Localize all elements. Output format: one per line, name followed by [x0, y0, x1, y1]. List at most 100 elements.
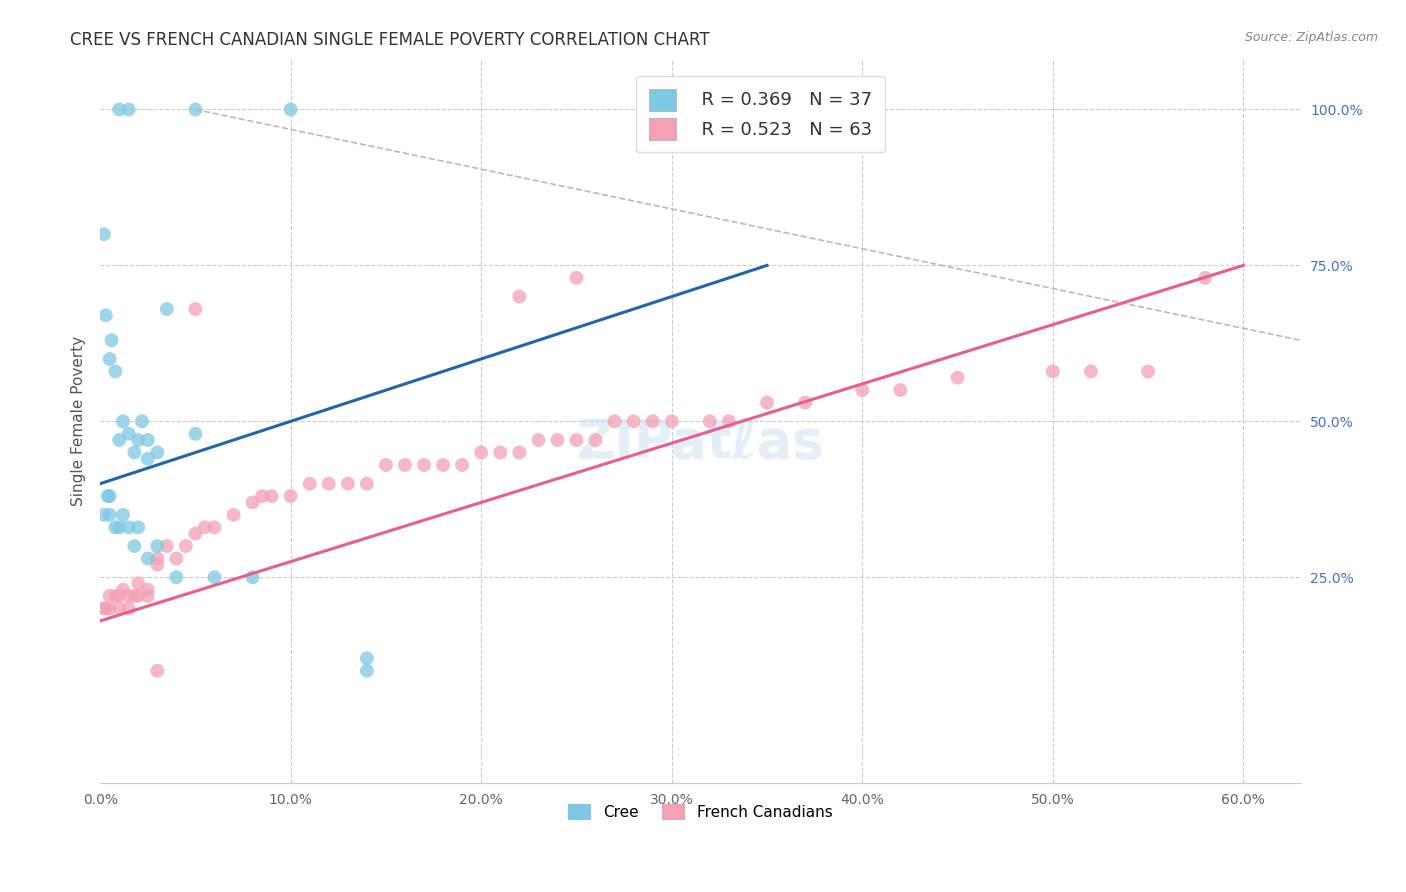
Point [242, 495, 264, 509]
Point [111, 508, 134, 522]
Point [184, 426, 207, 441]
Point [565, 433, 588, 447]
Point [136, 589, 159, 603]
Point [124, 589, 146, 603]
Point [451, 458, 474, 472]
Point [280, 103, 302, 117]
Point [136, 551, 159, 566]
Point [374, 458, 396, 472]
Point [508, 289, 530, 303]
Point [641, 414, 664, 428]
Point [851, 383, 873, 397]
Point [146, 551, 169, 566]
Point [146, 664, 169, 678]
Y-axis label: Single Female Poverty: Single Female Poverty [72, 336, 86, 507]
Point [165, 551, 187, 566]
Point [94, 601, 117, 615]
Point [111, 414, 134, 428]
Text: CREE VS FRENCH CANADIAN SINGLE FEMALE POVERTY CORRELATION CHART: CREE VS FRENCH CANADIAN SINGLE FEMALE PO… [70, 31, 710, 49]
Point [118, 589, 141, 603]
Point [1194, 271, 1216, 285]
Point [136, 451, 159, 466]
Point [108, 520, 131, 534]
Point [118, 601, 141, 615]
Point [260, 489, 283, 503]
Point [280, 489, 302, 503]
Legend: Cree, French Canadians: Cree, French Canadians [562, 797, 839, 826]
Point [889, 383, 911, 397]
Point [156, 301, 179, 316]
Point [204, 520, 226, 534]
Point [98, 489, 121, 503]
Point [242, 570, 264, 584]
Point [108, 589, 131, 603]
Point [98, 508, 121, 522]
Point [124, 539, 146, 553]
Point [100, 333, 122, 347]
Point [717, 414, 740, 428]
Point [184, 526, 207, 541]
Point [131, 414, 153, 428]
Point [756, 395, 779, 409]
Point [97, 489, 120, 503]
Point [124, 445, 146, 459]
Point [356, 651, 378, 665]
Point [508, 445, 530, 459]
Point [204, 570, 226, 584]
Point [146, 539, 169, 553]
Point [413, 458, 436, 472]
Point [661, 414, 683, 428]
Point [98, 351, 121, 366]
Point [136, 582, 159, 597]
Point [174, 539, 197, 553]
Point [108, 433, 131, 447]
Point [794, 395, 817, 409]
Point [108, 601, 131, 615]
Point [318, 476, 340, 491]
Point [565, 271, 588, 285]
Point [250, 489, 273, 503]
Point [127, 520, 149, 534]
Point [356, 664, 378, 678]
Point [93, 508, 115, 522]
Text: Source: ZipAtlas.com: Source: ZipAtlas.com [1244, 31, 1378, 45]
Point [336, 476, 359, 491]
Point [156, 539, 179, 553]
Point [127, 576, 149, 591]
Text: ZIPatℓas: ZIPatℓas [576, 417, 824, 469]
Point [298, 476, 321, 491]
Point [699, 414, 721, 428]
Point [118, 103, 141, 117]
Point [222, 508, 245, 522]
Point [146, 558, 169, 572]
Point [546, 433, 568, 447]
Point [93, 227, 115, 242]
Point [104, 364, 127, 378]
Point [104, 589, 127, 603]
Point [146, 445, 169, 459]
Point [585, 433, 607, 447]
Point [470, 445, 492, 459]
Point [118, 426, 141, 441]
Point [136, 433, 159, 447]
Point [184, 103, 207, 117]
Point [93, 601, 115, 615]
Point [623, 414, 645, 428]
Point [1080, 364, 1102, 378]
Point [432, 458, 454, 472]
Point [194, 520, 217, 534]
Point [118, 520, 141, 534]
Point [184, 301, 207, 316]
Point [127, 433, 149, 447]
Point [356, 476, 378, 491]
Point [394, 458, 416, 472]
Point [165, 570, 187, 584]
Point [527, 433, 550, 447]
Point [603, 414, 626, 428]
Point [108, 103, 131, 117]
Point [111, 582, 134, 597]
Point [1042, 364, 1064, 378]
Point [1137, 364, 1160, 378]
Point [98, 601, 121, 615]
Point [98, 589, 121, 603]
